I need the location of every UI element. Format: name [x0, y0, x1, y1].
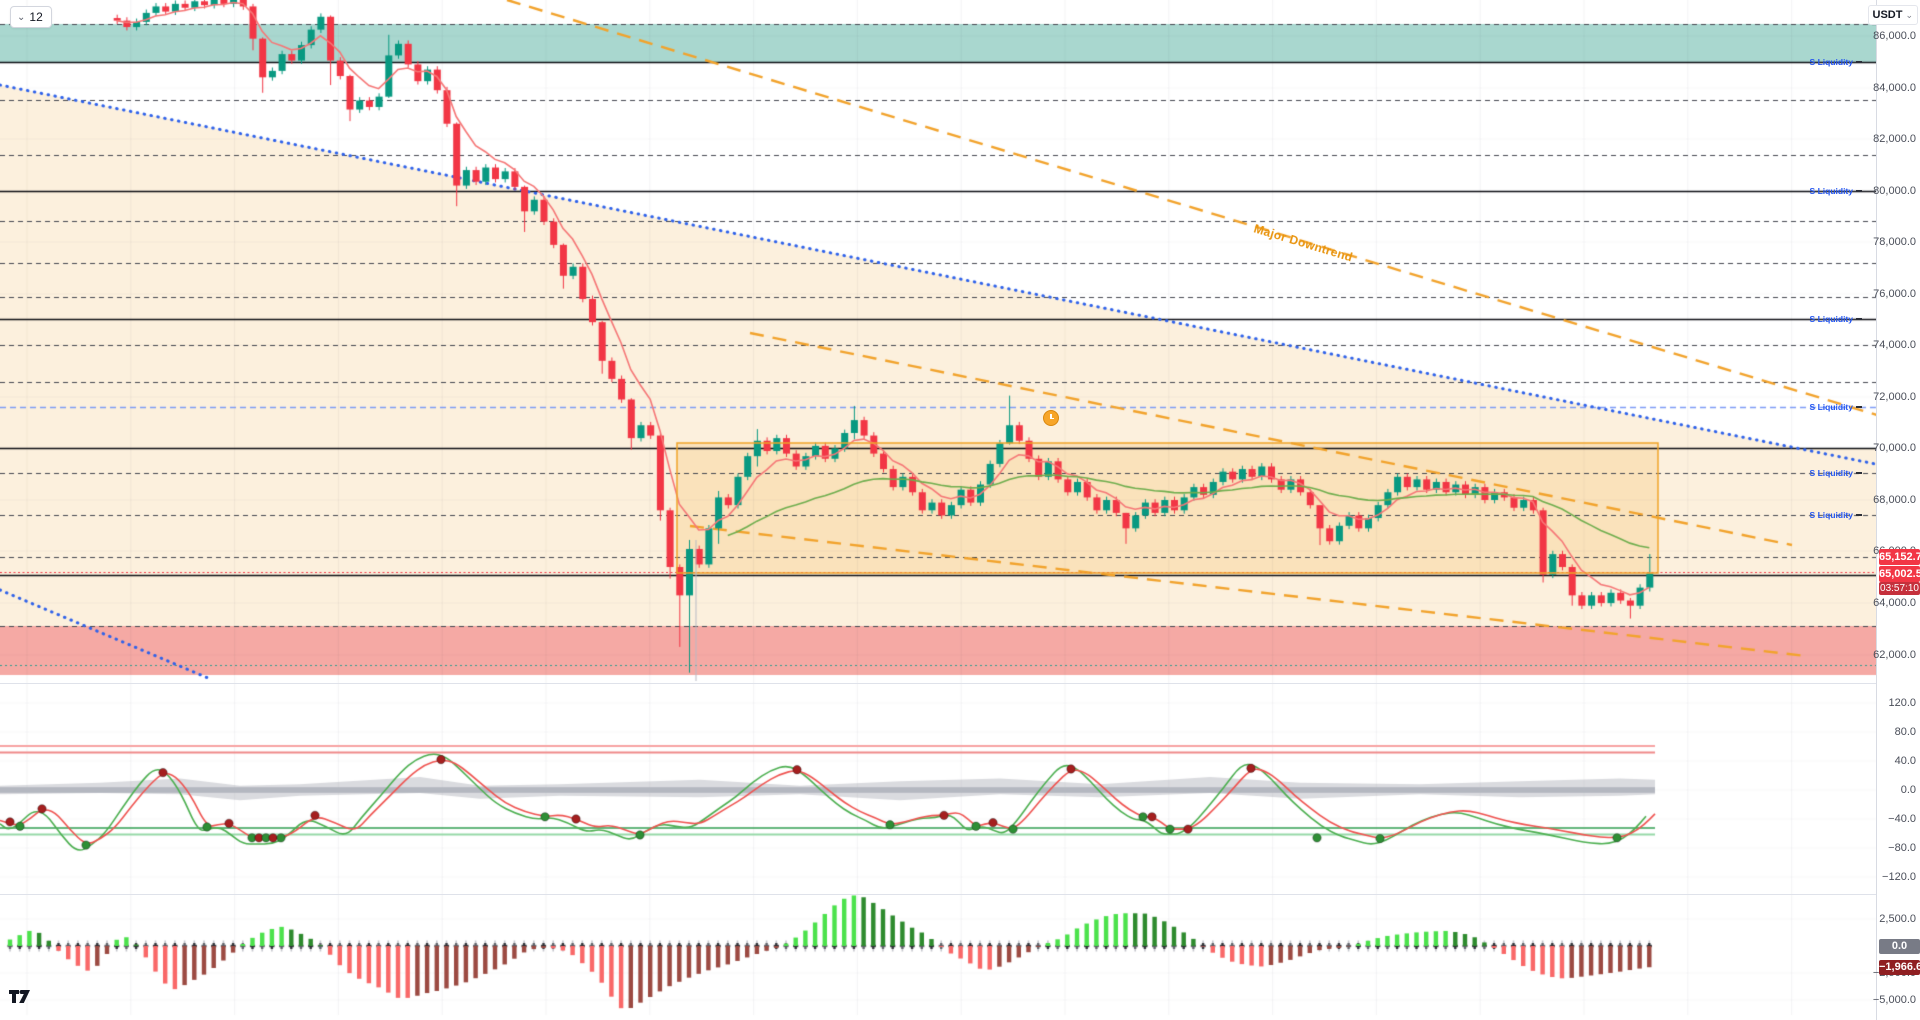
axis-label: 2,500.0: [1879, 913, 1916, 925]
axis-label: −40.0: [1888, 813, 1916, 825]
chevron-down-icon: ⌄: [17, 11, 26, 23]
s-liquidity-label: S Liquidity: [1810, 510, 1862, 520]
pane-separator[interactable]: [0, 683, 1920, 684]
s-liquidity-label: S Liquidity: [1810, 186, 1862, 196]
axis-label: 74,000.0: [1873, 339, 1916, 351]
interval-selector[interactable]: ⌄ 12: [10, 6, 52, 28]
axis-label: 82,000.0: [1873, 133, 1916, 145]
tradingview-logo[interactable]: [8, 988, 38, 1011]
axis-label: 68,000.0: [1873, 494, 1916, 506]
chevron-down-icon: ⌄: [1905, 9, 1913, 20]
currency-label: USDT: [1872, 9, 1903, 21]
axis-label: 76,000.0: [1873, 288, 1916, 300]
axis-label: 120.0: [1888, 697, 1916, 709]
interval-value: 12: [29, 10, 43, 24]
axis-label: 86,000.0: [1873, 30, 1916, 42]
s-liquidity-label: S Liquidity: [1810, 57, 1862, 67]
axis-label: 84,000.0: [1873, 82, 1916, 94]
axis-label: 78,000.0: [1873, 236, 1916, 248]
price-axis[interactable]: 86,000.0 84,000.0 82,000.0 80,000.0 78,000.0…: [1872, 0, 1920, 1020]
axis-label: −5,000.0: [1872, 994, 1916, 1006]
histogram-value-badge: −1,966.6: [1879, 960, 1920, 975]
pane-separator[interactable]: [0, 894, 1920, 895]
chart-canvas[interactable]: [0, 0, 1877, 1020]
axis-label: 40.0: [1894, 755, 1916, 767]
alarm-clock-icon[interactable]: [1043, 410, 1059, 426]
axis-label: 72,000.0: [1873, 391, 1916, 403]
s-liquidity-label: S Liquidity: [1810, 402, 1862, 412]
axis-label: 64,000.0: [1873, 597, 1916, 609]
s-liquidity-label: S Liquidity: [1810, 468, 1862, 478]
axis-label: −120.0: [1882, 871, 1916, 883]
alert-price-badge: 65,152.7: [1879, 549, 1920, 565]
currency-selector[interactable]: USDT ⌄: [1867, 5, 1918, 25]
bar-countdown-badge: 03:57:10: [1879, 582, 1920, 595]
axis-label: 0.0: [1900, 784, 1916, 796]
axis-label: 80.0: [1894, 726, 1916, 738]
axis-label: 80,000.0: [1873, 185, 1916, 197]
axis-label: 70,000.0: [1873, 442, 1916, 454]
last-price-badge: 65,002.5: [1879, 566, 1920, 582]
axis-label: −80.0: [1888, 842, 1916, 854]
s-liquidity-label: S Liquidity: [1810, 314, 1862, 324]
histogram-zero-badge: 0.0: [1879, 939, 1920, 954]
axis-label: 62,000.0: [1873, 649, 1916, 661]
